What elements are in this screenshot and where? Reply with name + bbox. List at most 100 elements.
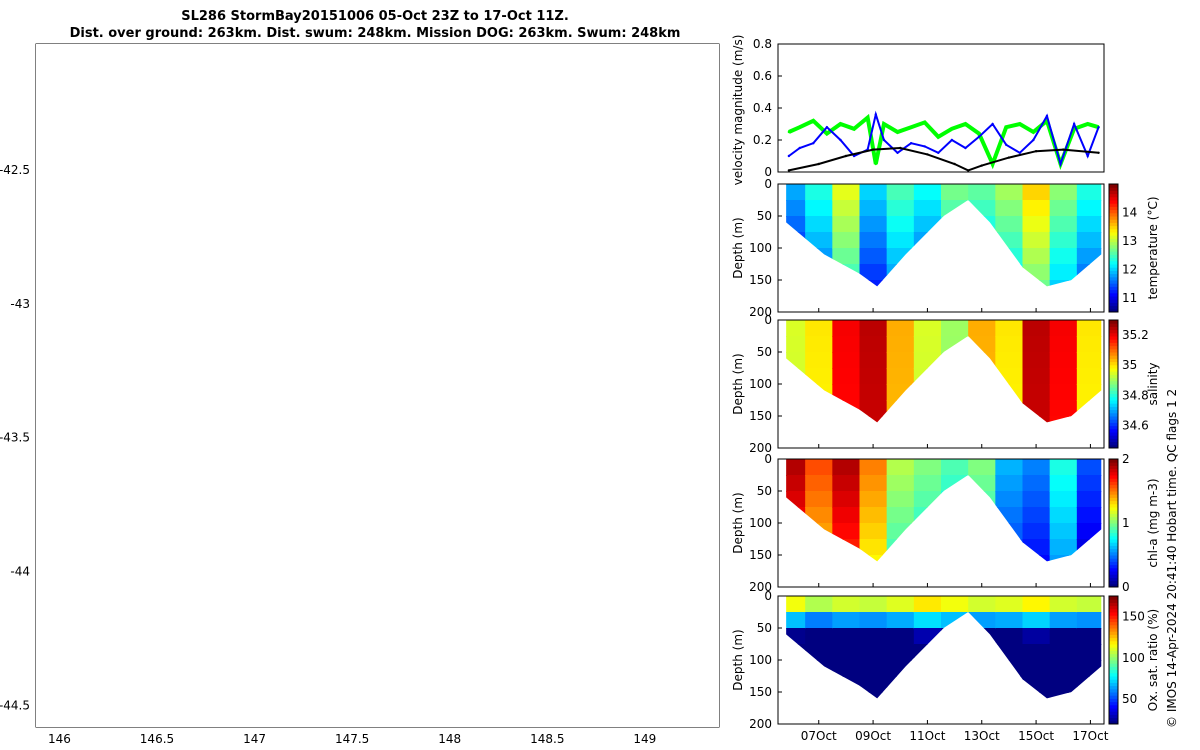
section-cell [859,416,888,423]
section-y-tick-label: 0 [764,313,772,327]
section-cell [859,184,888,201]
section-cell [832,336,861,353]
map-x-tick-label: 148 [438,732,461,746]
section-colorbar [1108,595,1119,725]
section-y-tick-label: 100 [749,241,772,255]
section-cell [995,475,1024,492]
section-cell [1076,644,1102,661]
section-cell [1076,336,1102,353]
section-cell [805,459,834,476]
section-cell [1049,596,1078,613]
velocity-point [1097,151,1100,154]
colorbar-tick-label: 14 [1122,205,1137,219]
section-cell [786,184,807,201]
section-cell [1049,628,1078,645]
section-y-tick-label: 100 [749,377,772,391]
section-cell [805,336,834,353]
velocity-point [950,138,954,142]
section-cell [995,336,1024,353]
section-cell [832,200,861,217]
section-cell [832,368,861,385]
section-cell [805,612,834,629]
section-cell [859,660,888,677]
section-cell [1022,184,1051,201]
section-cell [1049,523,1078,540]
colorbar-tick-label: 11 [1122,291,1137,305]
velocity-point [977,132,981,135]
section-cell [859,264,888,281]
section-cell [886,232,915,249]
section-cell [1022,384,1051,401]
colorbar-tick-label: 35.2 [1122,328,1149,342]
section-cell [786,475,807,492]
velocity-point [1032,130,1035,134]
colorbar-label: Ox. sat. ratio (%) [1146,609,1160,711]
velocity-point [825,126,829,129]
section-cell [1049,491,1078,508]
section-cell [1049,400,1078,417]
colorbar-tick-label: 34.6 [1122,418,1149,432]
section-y-tick-label: 150 [749,409,772,423]
section-cell [832,248,861,265]
section-cell [1022,523,1051,540]
velocity-point [1018,151,1021,154]
section-cell [886,612,915,629]
colorbar-tick-label: 0 [1122,580,1130,594]
velocity-point [1062,148,1065,151]
section-cell [859,280,888,287]
velocity-point [866,116,869,119]
section-cell [859,612,888,629]
velocity-point [1059,162,1062,166]
section-cell [1049,184,1078,201]
section-cell [886,352,915,369]
velocity-point [923,121,926,124]
velocity-point [1072,122,1076,126]
section-cell [832,216,861,233]
velocity-point [817,162,820,166]
colorbar-tick-label: 50 [1122,692,1137,706]
velocity-point [1086,122,1089,126]
velocity-point [1045,114,1049,118]
section-cell [786,612,807,629]
section-y-tick-label: 50 [757,345,772,359]
chart-title-line1: SL286 StormBay20151006 05-Oct 23Z to 17-… [181,9,569,24]
section-cell [995,216,1024,233]
section-cell [968,184,997,201]
section-cell [995,320,1024,337]
section-cell [968,320,997,337]
section-cell [805,216,834,233]
section-cell [859,555,888,562]
section-cell [886,628,915,645]
section-cell [859,644,888,661]
section-cell [941,596,970,613]
section-ylabel: Depth (m) [731,353,745,414]
velocity-point [896,130,899,134]
section-cell [805,491,834,508]
section-cell [995,596,1024,613]
map-y-tick-label: -43 [10,297,30,311]
section-cell [1049,660,1078,677]
velocity-panel: 0 0.2 0.4 0.6 0.8 velocity magnitude (m/s) [731,35,1105,185]
section-y-tick-label: 0 [764,177,772,191]
section-cell [832,612,861,629]
map-x-tick-label: 148.5 [530,732,564,746]
chla-section: 0 50 100 150 200 Depth (m) 0 1 2 chl-a (mg m-3) [731,452,1160,594]
salinity-section: 0 50 100 150 200 Depth (m) 34.6 34.8 35 35.2 salin… [731,313,1160,455]
section-cell [1076,491,1102,508]
date-tick-label: 13Oct [964,729,1000,743]
section-cell [859,539,888,556]
map-y-tick-label: -43.5 [0,431,30,445]
velocity-point [871,148,875,151]
velocity-point [923,145,926,148]
velocity-point [1005,126,1008,129]
velocity-y-tick-label: 0.4 [753,101,772,115]
section-y-tick-label: 50 [757,484,772,498]
section-cell [1049,248,1078,265]
velocity-y-tick-label: 0.6 [753,69,772,83]
velocity-point [937,135,940,138]
section-cell [995,352,1024,369]
map-y-tick-label: -44.5 [0,699,30,713]
section-cell [1022,507,1051,524]
section-y-tick-label: 100 [749,653,772,667]
section-cell [1022,232,1051,249]
